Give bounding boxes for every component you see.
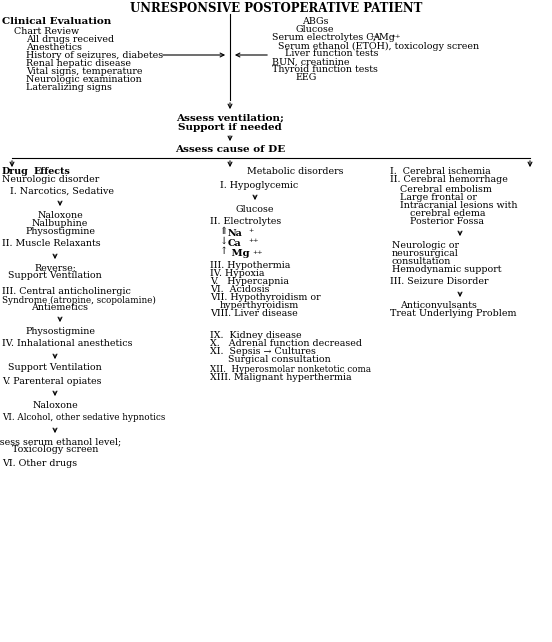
Text: consultation: consultation xyxy=(392,257,452,266)
Text: UNRESPONSIVE POSTOPERATIVE PATIENT: UNRESPONSIVE POSTOPERATIVE PATIENT xyxy=(130,1,422,15)
Text: +: + xyxy=(248,229,253,234)
Text: Antiemetics: Antiemetics xyxy=(31,304,88,313)
Text: ++: ++ xyxy=(369,33,380,39)
Text: Neurologic examination: Neurologic examination xyxy=(26,74,142,83)
Text: V.   Hypercapnia: V. Hypercapnia xyxy=(210,277,289,286)
Text: II. Muscle Relaxants: II. Muscle Relaxants xyxy=(2,239,100,248)
Text: Na: Na xyxy=(228,229,243,238)
Text: II. Cerebral hemorrhage: II. Cerebral hemorrhage xyxy=(390,175,508,184)
Text: Mg: Mg xyxy=(228,250,250,259)
Text: Assess serum ethanol level;: Assess serum ethanol level; xyxy=(0,437,121,446)
Text: ⇑: ⇑ xyxy=(220,227,228,236)
Text: I. Narcotics, Sedative: I. Narcotics, Sedative xyxy=(10,186,114,196)
Text: Treat Underlying Problem: Treat Underlying Problem xyxy=(390,309,517,318)
Text: II. Electrolytes: II. Electrolytes xyxy=(210,218,282,227)
Text: Glucose: Glucose xyxy=(236,205,274,214)
Text: Intracranial lesions with: Intracranial lesions with xyxy=(400,200,518,209)
Text: XII.  Hyperosmolar nonketotic coma: XII. Hyperosmolar nonketotic coma xyxy=(210,365,371,374)
Text: EEG: EEG xyxy=(295,73,316,83)
Text: Nalbuphine: Nalbuphine xyxy=(32,218,88,227)
Text: Assess cause of DE: Assess cause of DE xyxy=(175,146,285,155)
Text: Support Ventilation: Support Ventilation xyxy=(8,272,102,281)
Text: VII. Hypothyroidism or: VII. Hypothyroidism or xyxy=(210,293,321,302)
Text: Cerebral embolism: Cerebral embolism xyxy=(400,184,492,193)
Text: ++: ++ xyxy=(390,33,401,39)
Text: Neurologic disorder: Neurologic disorder xyxy=(2,175,99,184)
Text: Anticonvulsants: Anticonvulsants xyxy=(400,302,477,311)
Text: V. Parenteral opiates: V. Parenteral opiates xyxy=(2,376,102,385)
Text: Support Ventilation: Support Ventilation xyxy=(8,363,102,372)
Text: III. Central anticholinergic: III. Central anticholinergic xyxy=(2,288,131,297)
Text: I.  Cerebral ischemia: I. Cerebral ischemia xyxy=(390,168,491,177)
Text: BUN, creatinine: BUN, creatinine xyxy=(272,58,349,67)
Text: Ca: Ca xyxy=(228,238,242,248)
Text: IV. Inhalational anesthetics: IV. Inhalational anesthetics xyxy=(2,340,132,349)
Text: Metabolic disorders: Metabolic disorders xyxy=(247,168,343,177)
Text: Lateralizing signs: Lateralizing signs xyxy=(26,83,112,92)
Text: Large frontal or: Large frontal or xyxy=(400,193,477,202)
Text: Naloxone: Naloxone xyxy=(37,211,83,220)
Text: Support if needed: Support if needed xyxy=(178,123,282,132)
Text: Chart Review: Chart Review xyxy=(14,26,79,35)
Text: Serum ethanol (ETOH), toxicology screen: Serum ethanol (ETOH), toxicology screen xyxy=(278,42,479,51)
Text: Drug: Drug xyxy=(2,168,29,177)
Text: Reverse;: Reverse; xyxy=(34,263,76,272)
Text: Syndrome (atropine, scopolamine): Syndrome (atropine, scopolamine) xyxy=(2,295,156,304)
Text: Physostigmine: Physostigmine xyxy=(25,327,95,336)
Text: Vital signs, temperature: Vital signs, temperature xyxy=(26,67,142,76)
Text: All drugs received: All drugs received xyxy=(26,35,114,44)
Text: Neurologic or: Neurologic or xyxy=(392,241,459,250)
Text: ↑: ↑ xyxy=(220,248,228,257)
Text: X.   Adrenal function decreased: X. Adrenal function decreased xyxy=(210,338,362,347)
Text: Surgical consultation: Surgical consultation xyxy=(228,354,331,363)
Text: Naloxone: Naloxone xyxy=(32,401,78,410)
Text: Thyroid function tests: Thyroid function tests xyxy=(272,65,378,74)
Text: Clinical Evaluation: Clinical Evaluation xyxy=(2,17,112,26)
Text: IV. Hypoxia: IV. Hypoxia xyxy=(210,270,264,279)
Text: Effects: Effects xyxy=(34,168,71,177)
Text: Assess ventilation;: Assess ventilation; xyxy=(176,114,284,123)
Text: ++: ++ xyxy=(252,250,263,254)
Text: Liver function tests: Liver function tests xyxy=(285,49,379,58)
Text: Physostigmine: Physostigmine xyxy=(25,227,95,236)
Text: History of seizures, diabetes: History of seizures, diabetes xyxy=(26,51,163,60)
Text: cerebral edema: cerebral edema xyxy=(410,209,486,218)
Text: Hemodynamic support: Hemodynamic support xyxy=(392,265,502,273)
Text: neurosurgical: neurosurgical xyxy=(392,248,459,257)
Text: Posterior Fossa: Posterior Fossa xyxy=(410,216,484,225)
Text: VI.  Acidosis: VI. Acidosis xyxy=(210,286,269,295)
Text: ↓: ↓ xyxy=(220,236,228,245)
Text: Serum electrolytes CA: Serum electrolytes CA xyxy=(272,33,380,42)
Text: IX.  Kidney disease: IX. Kidney disease xyxy=(210,331,301,340)
Text: I. Hypoglycemic: I. Hypoglycemic xyxy=(220,180,298,189)
Text: XI.  Sepsis → Cultures: XI. Sepsis → Cultures xyxy=(210,347,316,356)
Text: Toxicology screen: Toxicology screen xyxy=(12,446,98,455)
Text: ABGs: ABGs xyxy=(302,17,328,26)
Text: III. Seizure Disorder: III. Seizure Disorder xyxy=(390,277,489,286)
Text: ++: ++ xyxy=(248,238,258,243)
Text: Renal hepatic disease: Renal hepatic disease xyxy=(26,58,131,67)
Text: III. Hypothermia: III. Hypothermia xyxy=(210,261,290,270)
Text: XIII. Malignant hyperthermia: XIII. Malignant hyperthermia xyxy=(210,372,352,381)
Text: , Mg: , Mg xyxy=(373,33,395,42)
Text: VIII. Liver disease: VIII. Liver disease xyxy=(210,309,298,318)
Text: VI. Other drugs: VI. Other drugs xyxy=(2,460,77,469)
Text: Anesthetics: Anesthetics xyxy=(26,42,82,51)
Text: Glucose: Glucose xyxy=(296,26,335,35)
Text: VI. Alcohol, other sedative hypnotics: VI. Alcohol, other sedative hypnotics xyxy=(2,413,166,422)
Text: hyperthyroidism: hyperthyroidism xyxy=(220,302,299,311)
